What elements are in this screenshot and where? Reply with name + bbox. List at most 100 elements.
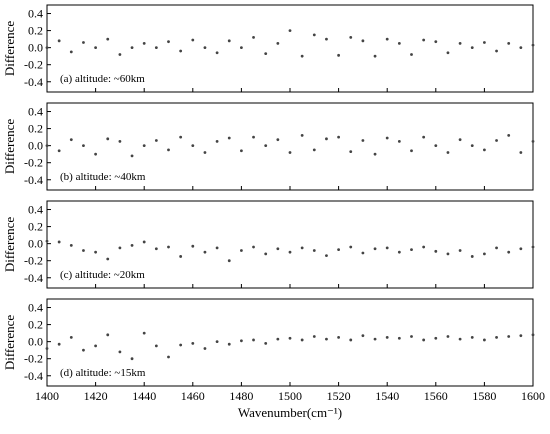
data-point: [106, 257, 110, 261]
data-point: [264, 52, 268, 56]
data-point: [94, 344, 97, 348]
y-tick-label: 0.0: [28, 41, 43, 55]
data-point: [215, 51, 219, 55]
y-tick-label: 0.2: [28, 318, 43, 332]
data-point: [118, 246, 122, 250]
data-point: [519, 151, 523, 154]
data-point: [373, 152, 377, 156]
y-tick-label: 0.0: [28, 335, 43, 349]
x-tick-label: 1420: [84, 389, 108, 403]
data-point: [361, 334, 365, 338]
data-point: [422, 338, 426, 342]
data-point: [179, 135, 183, 139]
data-point: [252, 245, 255, 249]
data-point: [397, 41, 401, 45]
data-point: [276, 41, 280, 45]
data-point: [373, 54, 377, 58]
data-point: [142, 240, 146, 244]
data-point: [300, 134, 304, 137]
data-point: [337, 248, 340, 252]
data-point: [167, 245, 170, 249]
data-point: [507, 134, 511, 137]
y-axis-label: Difference: [2, 217, 17, 273]
y-tick-label: -0.2: [24, 254, 43, 268]
data-point: [300, 338, 304, 342]
data-point: [191, 144, 195, 148]
data-point: [276, 247, 280, 251]
data-point: [57, 342, 61, 346]
data-point: [519, 334, 523, 338]
data-point: [276, 138, 280, 142]
data-point: [82, 249, 85, 252]
data-point: [312, 249, 316, 252]
x-axis-label: Wavenumber(cm⁻¹): [238, 405, 342, 420]
data-point: [142, 41, 146, 45]
x-tick-label: 1540: [375, 389, 399, 403]
data-point: [288, 250, 292, 254]
annotation: (c) altitude: ~20km: [60, 269, 145, 281]
data-point: [191, 38, 195, 42]
data-point: [118, 53, 122, 56]
data-point: [227, 259, 231, 263]
data-point: [106, 37, 110, 41]
data-point: [434, 336, 438, 340]
data-point: [179, 49, 183, 53]
data-point: [446, 51, 450, 55]
data-point: [154, 46, 158, 50]
data-point: [458, 138, 462, 142]
data-point: [507, 335, 511, 338]
data-point: [495, 335, 498, 339]
data-point: [179, 255, 183, 258]
data-point: [458, 249, 462, 252]
data-point: [519, 46, 523, 50]
x-tick-label: 1580: [472, 389, 496, 403]
data-point: [300, 246, 304, 250]
data-point: [203, 250, 207, 254]
data-point: [106, 333, 110, 337]
data-point: [397, 250, 401, 254]
y-tick-label: -0.4: [24, 173, 43, 187]
data-point: [495, 49, 498, 53]
x-tick-label: 1560: [424, 389, 448, 403]
data-point: [57, 240, 61, 244]
data-point: [470, 335, 474, 339]
data-point: [57, 149, 61, 153]
y-tick-label: -0.2: [24, 156, 43, 170]
data-point: [410, 248, 413, 252]
data-point: [94, 250, 97, 254]
data-point: [385, 335, 389, 339]
data-point: [203, 46, 207, 50]
y-tick-label: -0.2: [24, 352, 43, 366]
data-point: [191, 341, 195, 345]
data-point: [385, 37, 389, 41]
data-point: [434, 249, 438, 253]
data-point: [483, 338, 486, 342]
data-point: [385, 246, 389, 250]
y-axis-label: Difference: [2, 21, 17, 77]
annotation: (a) altitude: ~60km: [60, 73, 145, 85]
y-tick-label: 0.0: [28, 139, 43, 153]
data-point: [227, 39, 231, 43]
data-point: [69, 335, 73, 339]
data-point: [45, 144, 49, 148]
data-point: [106, 137, 110, 141]
data-point: [191, 244, 195, 248]
y-tick-label: -0.4: [24, 369, 43, 383]
data-point: [312, 335, 316, 338]
y-tick-label: 0.4: [28, 301, 43, 315]
data-point: [142, 331, 146, 335]
data-point: [288, 336, 292, 340]
x-tick-label: 1440: [132, 389, 156, 403]
data-point: [349, 36, 353, 39]
data-point: [252, 338, 255, 342]
data-point: [215, 340, 219, 344]
data-point: [130, 243, 134, 247]
data-point: [397, 336, 401, 340]
y-tick-label: 0.2: [28, 24, 43, 38]
data-point: [483, 252, 486, 256]
data-point: [470, 144, 474, 148]
y-tick-label: -0.2: [24, 58, 43, 72]
data-point: [154, 344, 158, 348]
data-point: [264, 252, 268, 256]
